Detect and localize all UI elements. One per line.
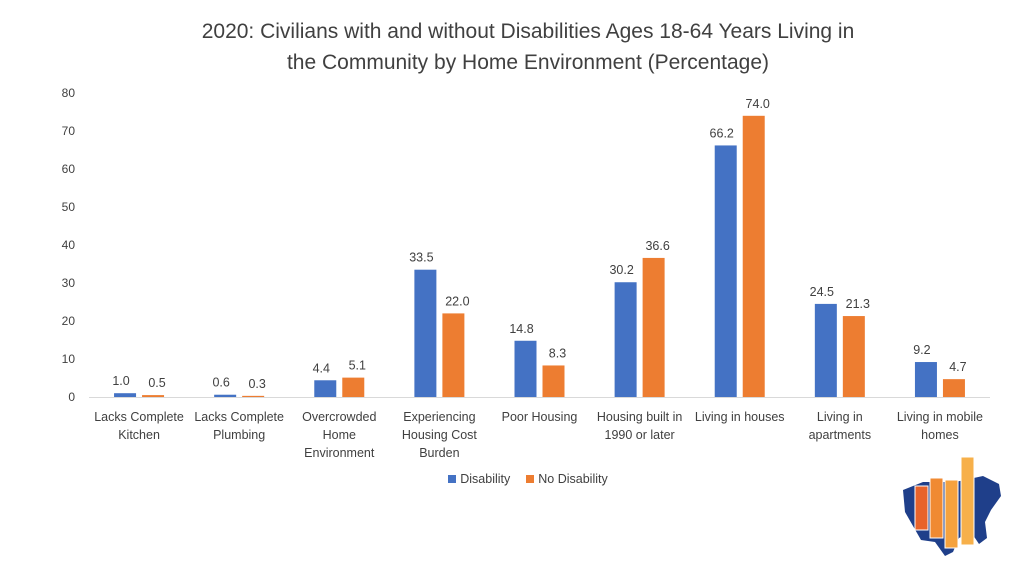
chart-title-line-1: 2020: Civilians with and without Disabil… — [201, 20, 855, 43]
bar-disability — [414, 269, 437, 397]
x-category-label: Poor Housing — [502, 410, 578, 424]
bar-chart: 0 10 20 30 40 50 60 70 80 1.0 0.5 Lacks Complete Kit… — [62, 86, 990, 460]
bar-disability — [614, 282, 637, 397]
bar-disability — [214, 394, 237, 397]
logo-bar-2 — [929, 477, 944, 539]
x-category-label-line: Living in houses — [695, 410, 785, 424]
x-category-label: Living in apartments — [809, 410, 872, 442]
data-label-no-disability: 74.0 — [746, 97, 770, 111]
x-category-label: Lacks Complete Plumbing — [194, 410, 284, 442]
x-category-label-line: Burden — [419, 446, 459, 460]
chart-title: 2020: Civilians with and without Disabil… — [0, 16, 1024, 78]
x-category-label-line: 1990 or later — [605, 428, 675, 442]
logo-bar-3 — [944, 479, 959, 549]
legend-swatch-no-disability — [526, 475, 535, 483]
bar-no-disability — [542, 365, 565, 397]
y-tick-label: 10 — [62, 352, 76, 366]
data-label-disability: 0.6 — [212, 376, 229, 390]
y-tick-label: 30 — [62, 276, 76, 290]
bar-disability — [714, 145, 737, 397]
bar-no-disability — [842, 316, 865, 397]
x-category-label-line: homes — [921, 428, 959, 442]
x-category-label-line: Living in mobile — [897, 410, 983, 424]
bar-disability — [114, 393, 137, 397]
y-tick-label: 70 — [62, 124, 76, 138]
bar-disability — [514, 340, 537, 397]
x-category-label-line: Plumbing — [213, 428, 265, 442]
x-category-label-line: Overcrowded — [302, 410, 376, 424]
x-category-label-line: Poor Housing — [502, 410, 578, 424]
x-category-label-line: Lacks Complete — [94, 410, 184, 424]
legend-label-disability: Disability — [460, 472, 511, 486]
bar-no-disability — [642, 257, 665, 397]
data-label-disability: 4.4 — [313, 361, 330, 375]
y-tick-label: 50 — [62, 200, 76, 214]
data-label-disability: 30.2 — [609, 263, 633, 277]
data-label-no-disability: 0.5 — [148, 376, 165, 390]
bar-no-disability — [242, 395, 265, 397]
bar-disability — [314, 380, 337, 397]
legend: Disability No Disability — [0, 472, 1024, 486]
data-label-no-disability: 8.3 — [549, 346, 566, 360]
us-map-logo — [903, 456, 1001, 556]
bar-disability — [814, 303, 837, 397]
x-category-label-line: Kitchen — [118, 428, 160, 442]
x-category-label: Living in mobile homes — [897, 410, 983, 442]
x-category-label: Housing built in 1990 or later — [597, 410, 683, 442]
x-category-label-line: Environment — [304, 446, 375, 460]
x-category-label-line: Experiencing — [403, 410, 475, 424]
data-label-no-disability: 22.0 — [445, 294, 469, 308]
data-label-no-disability: 0.3 — [248, 377, 265, 391]
y-tick-label: 0 — [68, 390, 75, 404]
data-label-disability: 9.2 — [913, 343, 930, 357]
legend-label-no-disability: No Disability — [538, 472, 608, 486]
x-category-label-line: Home — [323, 428, 356, 442]
data-label-disability: 14.8 — [509, 322, 533, 336]
y-tick-label: 20 — [62, 314, 76, 328]
data-label-disability: 1.0 — [112, 374, 129, 388]
data-label-no-disability: 36.6 — [645, 239, 669, 253]
bar-no-disability — [442, 313, 465, 397]
legend-item-disability: Disability — [448, 472, 510, 486]
bar-no-disability — [342, 377, 365, 397]
x-category-label-line: apartments — [809, 428, 872, 442]
x-category-label-line: Living in — [817, 410, 863, 424]
bar-no-disability — [942, 379, 965, 397]
y-tick-label: 60 — [62, 162, 76, 176]
data-label-no-disability: 5.1 — [349, 359, 366, 373]
y-tick-label: 40 — [62, 238, 76, 252]
bar-disability — [914, 362, 937, 397]
data-label-disability: 66.2 — [710, 126, 734, 140]
x-category-label: Overcrowded Home Environment — [302, 410, 376, 460]
data-label-no-disability: 21.3 — [846, 297, 870, 311]
x-category-label-line: Housing Cost — [402, 428, 478, 442]
bar-no-disability — [742, 115, 765, 398]
bar-no-disability — [142, 395, 165, 397]
x-category-label: Lacks Complete Kitchen — [94, 410, 184, 442]
x-category-label-line: Lacks Complete — [194, 410, 284, 424]
data-label-no-disability: 4.7 — [949, 360, 966, 374]
data-label-disability: 33.5 — [409, 251, 433, 265]
x-category-label: Experiencing Housing Cost Burden — [402, 410, 478, 460]
logo-bar-1 — [914, 485, 929, 531]
y-tick-label: 80 — [62, 86, 76, 100]
logo-bar-4 — [960, 456, 975, 546]
x-category-label: Living in houses — [695, 410, 785, 424]
data-label-disability: 24.5 — [810, 285, 834, 299]
legend-swatch-disability — [448, 475, 457, 483]
chart-title-line-2: the Community by Home Environment (Perce… — [286, 51, 770, 74]
x-category-label-line: Housing built in — [597, 410, 683, 424]
legend-item-no-disability: No Disability — [526, 472, 608, 486]
